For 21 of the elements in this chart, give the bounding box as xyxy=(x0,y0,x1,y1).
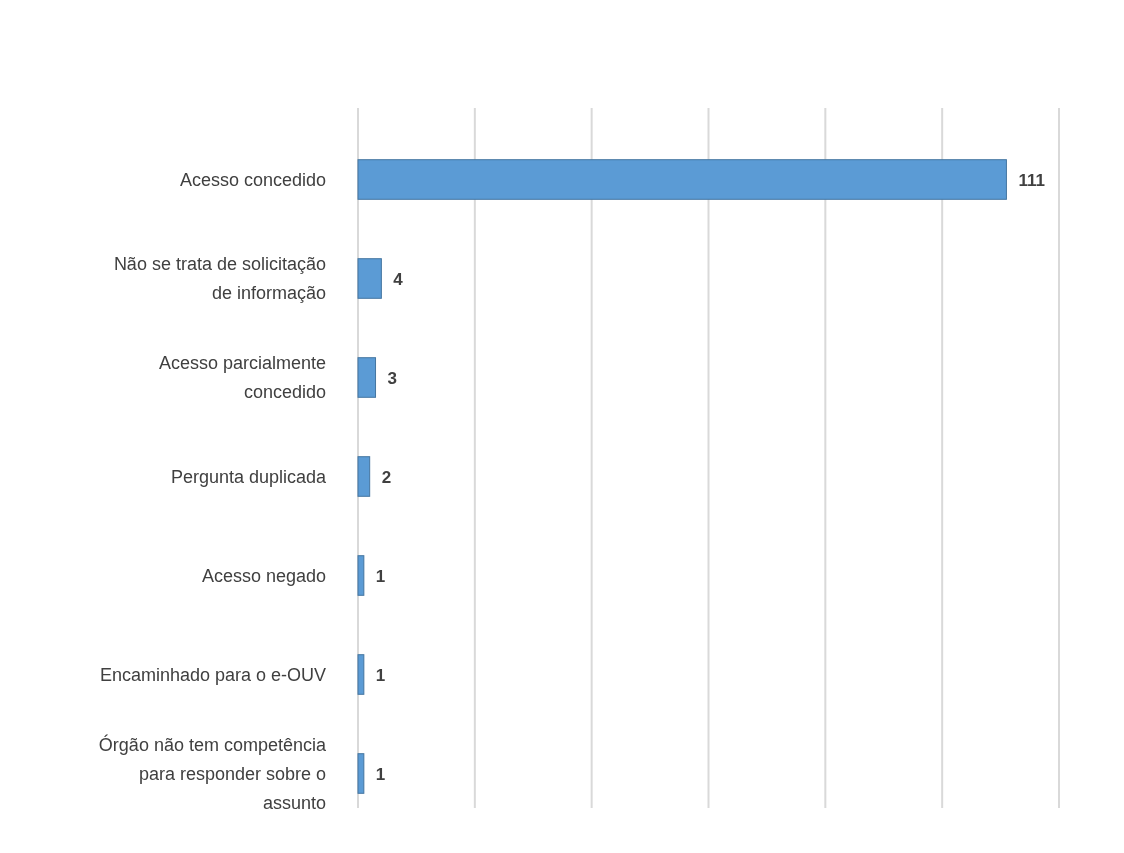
y-tick-label: Pergunta duplicada xyxy=(170,466,327,487)
bar xyxy=(357,555,365,596)
bar xyxy=(357,159,1007,200)
bar xyxy=(357,654,365,695)
data-label: 111 xyxy=(1018,170,1045,190)
data-label: 3 xyxy=(387,368,397,388)
data-label: 1 xyxy=(375,665,386,685)
bar xyxy=(357,357,377,398)
bar xyxy=(357,456,371,497)
data-label: 1 xyxy=(375,566,386,586)
data-label: 1 xyxy=(375,764,386,784)
data-label: 2 xyxy=(381,467,392,487)
y-tick-label: Encaminhado para o e-OUV xyxy=(99,664,326,685)
y-tick-label: Órgão não tem competência para responder sobre o assunto xyxy=(98,733,327,813)
bar xyxy=(357,258,382,299)
y-tick-label: Acesso negado xyxy=(201,565,326,586)
y-tick-label: Acesso concedido xyxy=(179,169,326,190)
data-label: 4 xyxy=(393,269,404,289)
y-tick-label: Não se trata de solicitação de informação xyxy=(113,254,326,303)
y-tick-label: Acesso parcialmente concedido xyxy=(158,353,326,402)
bar xyxy=(357,753,365,794)
